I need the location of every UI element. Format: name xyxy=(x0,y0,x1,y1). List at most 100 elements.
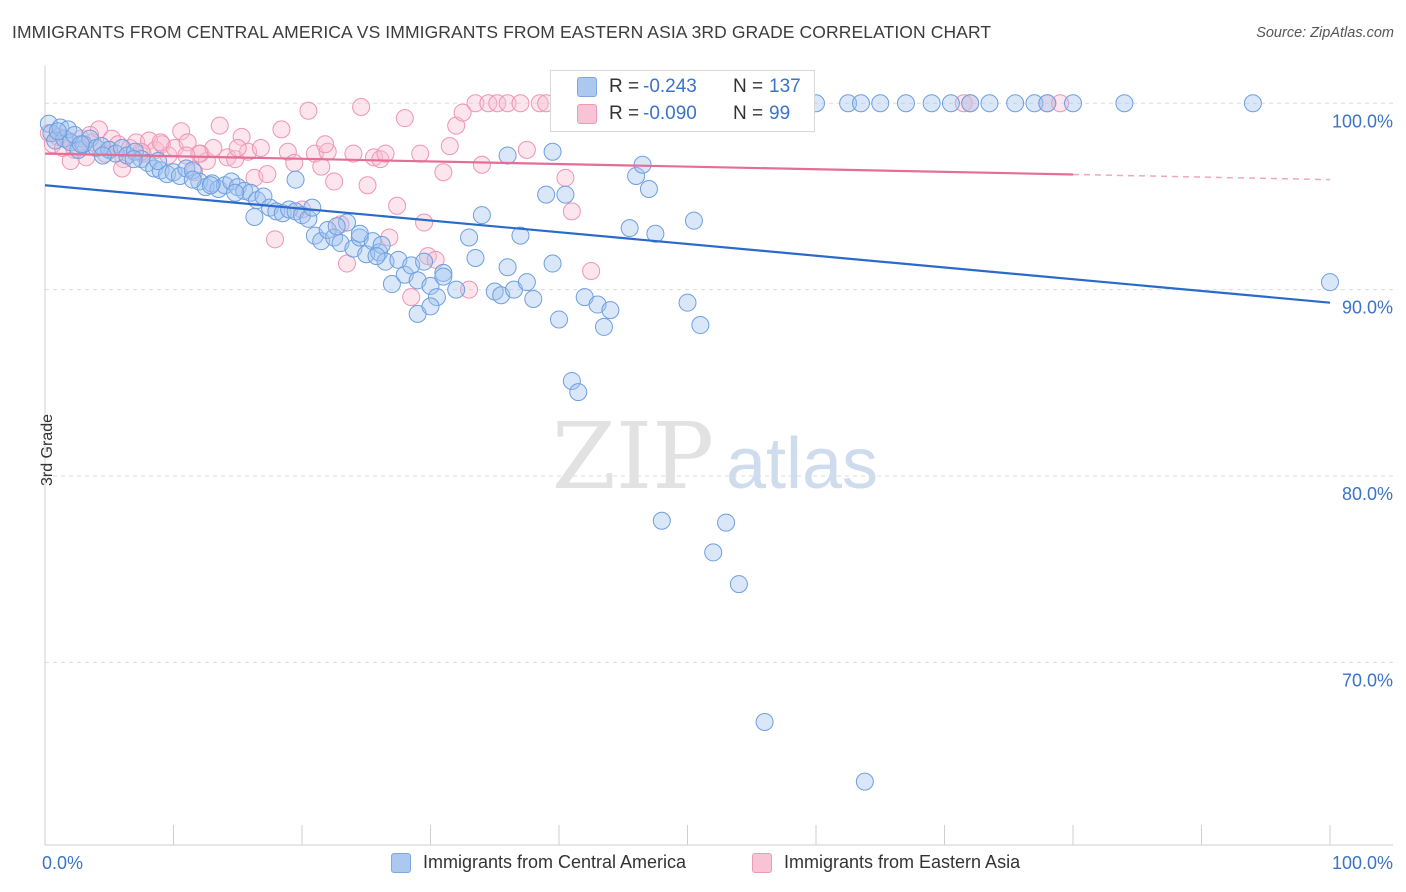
point-central-america xyxy=(1115,94,1134,113)
watermark-atlas: atlas xyxy=(726,424,878,504)
point-eastern-asia xyxy=(511,94,530,113)
point-central-america xyxy=(980,94,999,113)
point-eastern-asia xyxy=(447,116,466,135)
point-eastern-asia xyxy=(582,262,601,280)
r-value: -0.090 xyxy=(643,103,697,124)
point-central-america xyxy=(48,122,67,141)
bottom-legend: Immigrants from Central America Immigran… xyxy=(0,852,1406,878)
point-central-america xyxy=(327,217,346,236)
stats-swatch-pink xyxy=(577,104,597,124)
point-eastern-asia xyxy=(562,202,581,221)
point-central-america xyxy=(569,383,588,402)
n-value: 99 xyxy=(769,103,791,124)
point-eastern-asia xyxy=(364,148,383,167)
point-central-america xyxy=(434,267,453,286)
point-central-america xyxy=(855,772,874,791)
point-central-america xyxy=(755,713,774,731)
point-central-america xyxy=(517,273,536,292)
point-eastern-asia xyxy=(325,172,344,191)
trend-line-eastern-asia xyxy=(44,152,1074,176)
point-eastern-asia xyxy=(272,120,291,139)
stats-swatch-blue xyxy=(577,77,597,97)
point-central-america xyxy=(415,252,434,271)
stats-row-eastern-asia: R = -0.090 N = 99 xyxy=(551,100,814,128)
point-central-america xyxy=(65,125,84,144)
point-eastern-asia xyxy=(1051,94,1070,113)
point-central-america xyxy=(350,224,369,243)
point-central-america xyxy=(235,181,254,200)
point-central-america xyxy=(524,289,543,308)
point-eastern-asia xyxy=(258,165,277,184)
trend-lines xyxy=(44,152,1331,304)
y-axis-label: 3rd Grade xyxy=(39,413,57,487)
point-central-america xyxy=(684,211,703,230)
point-central-america xyxy=(177,159,196,178)
point-eastern-asia xyxy=(337,254,356,273)
point-eastern-asia xyxy=(266,230,285,249)
point-central-america xyxy=(543,254,562,273)
point-central-america xyxy=(601,301,620,320)
x-tick-label: 100.0% xyxy=(1332,853,1393,873)
point-eastern-asia xyxy=(530,94,549,113)
point-central-america xyxy=(639,180,658,198)
point-central-america xyxy=(627,166,646,185)
point-central-america xyxy=(421,276,440,295)
watermark-zip: ZIP xyxy=(552,403,714,510)
axes xyxy=(44,66,1393,846)
point-central-america xyxy=(466,248,485,267)
point-central-america xyxy=(922,94,941,113)
point-central-america xyxy=(372,235,391,254)
point-eastern-asia xyxy=(517,140,536,159)
point-eastern-asia xyxy=(344,144,363,163)
point-central-america xyxy=(201,176,220,195)
point-central-america xyxy=(382,275,401,294)
legend-item-central-america[interactable]: Immigrants from Central America xyxy=(391,852,686,873)
point-central-america xyxy=(1321,273,1339,292)
point-eastern-asia xyxy=(80,125,99,144)
point-central-america xyxy=(303,198,322,217)
chart-title: IMMIGRANTS FROM CENTRAL AMERICA VS IMMIG… xyxy=(12,22,992,42)
y-tick-label: 80.0% xyxy=(1342,484,1393,504)
y-tick-label: 70.0% xyxy=(1342,670,1393,690)
point-central-america xyxy=(537,185,556,204)
point-central-america xyxy=(652,511,671,530)
point-central-america xyxy=(1006,94,1025,113)
point-central-america xyxy=(498,258,517,277)
point-eastern-asia xyxy=(210,116,229,135)
point-eastern-asia xyxy=(434,163,453,182)
point-eastern-asia xyxy=(440,137,459,156)
y-tick-label: 100.0% xyxy=(1332,111,1393,131)
tick-labels: 100.0% 90.0% 80.0% 70.0% 0.0% 100.0% xyxy=(42,111,1393,873)
point-central-america xyxy=(851,94,870,113)
point-eastern-asia xyxy=(388,196,407,215)
point-central-america xyxy=(511,226,530,245)
point-central-america xyxy=(691,316,710,335)
point-eastern-asia xyxy=(380,228,399,247)
point-central-america xyxy=(896,94,915,113)
trend-line-eastern-asia-extension xyxy=(1072,173,1331,181)
point-central-america xyxy=(839,94,858,113)
n-value: 137 xyxy=(769,76,801,97)
point-central-america xyxy=(226,183,245,202)
point-eastern-asia xyxy=(556,168,575,187)
point-central-america xyxy=(183,161,202,180)
r-label: R = xyxy=(609,103,640,124)
point-eastern-asia xyxy=(954,94,973,113)
point-central-america xyxy=(594,317,613,336)
point-central-america xyxy=(337,213,356,232)
point-eastern-asia xyxy=(352,98,371,116)
point-central-america xyxy=(678,293,697,312)
point-central-america xyxy=(71,135,90,154)
y-tick-label: 90.0% xyxy=(1342,298,1393,318)
legend-label: Immigrants from Central America xyxy=(423,852,687,872)
legend-item-eastern-asia[interactable]: Immigrants from Eastern Asia xyxy=(752,852,1020,873)
point-central-america xyxy=(318,221,337,239)
point-central-america xyxy=(183,170,202,189)
legend-swatch-blue xyxy=(391,852,411,873)
r-value: -0.243 xyxy=(643,76,697,97)
point-eastern-asia xyxy=(498,94,517,113)
point-central-america xyxy=(434,263,453,282)
point-eastern-asia xyxy=(316,135,335,154)
point-central-america xyxy=(620,219,639,238)
point-central-america xyxy=(556,185,575,204)
